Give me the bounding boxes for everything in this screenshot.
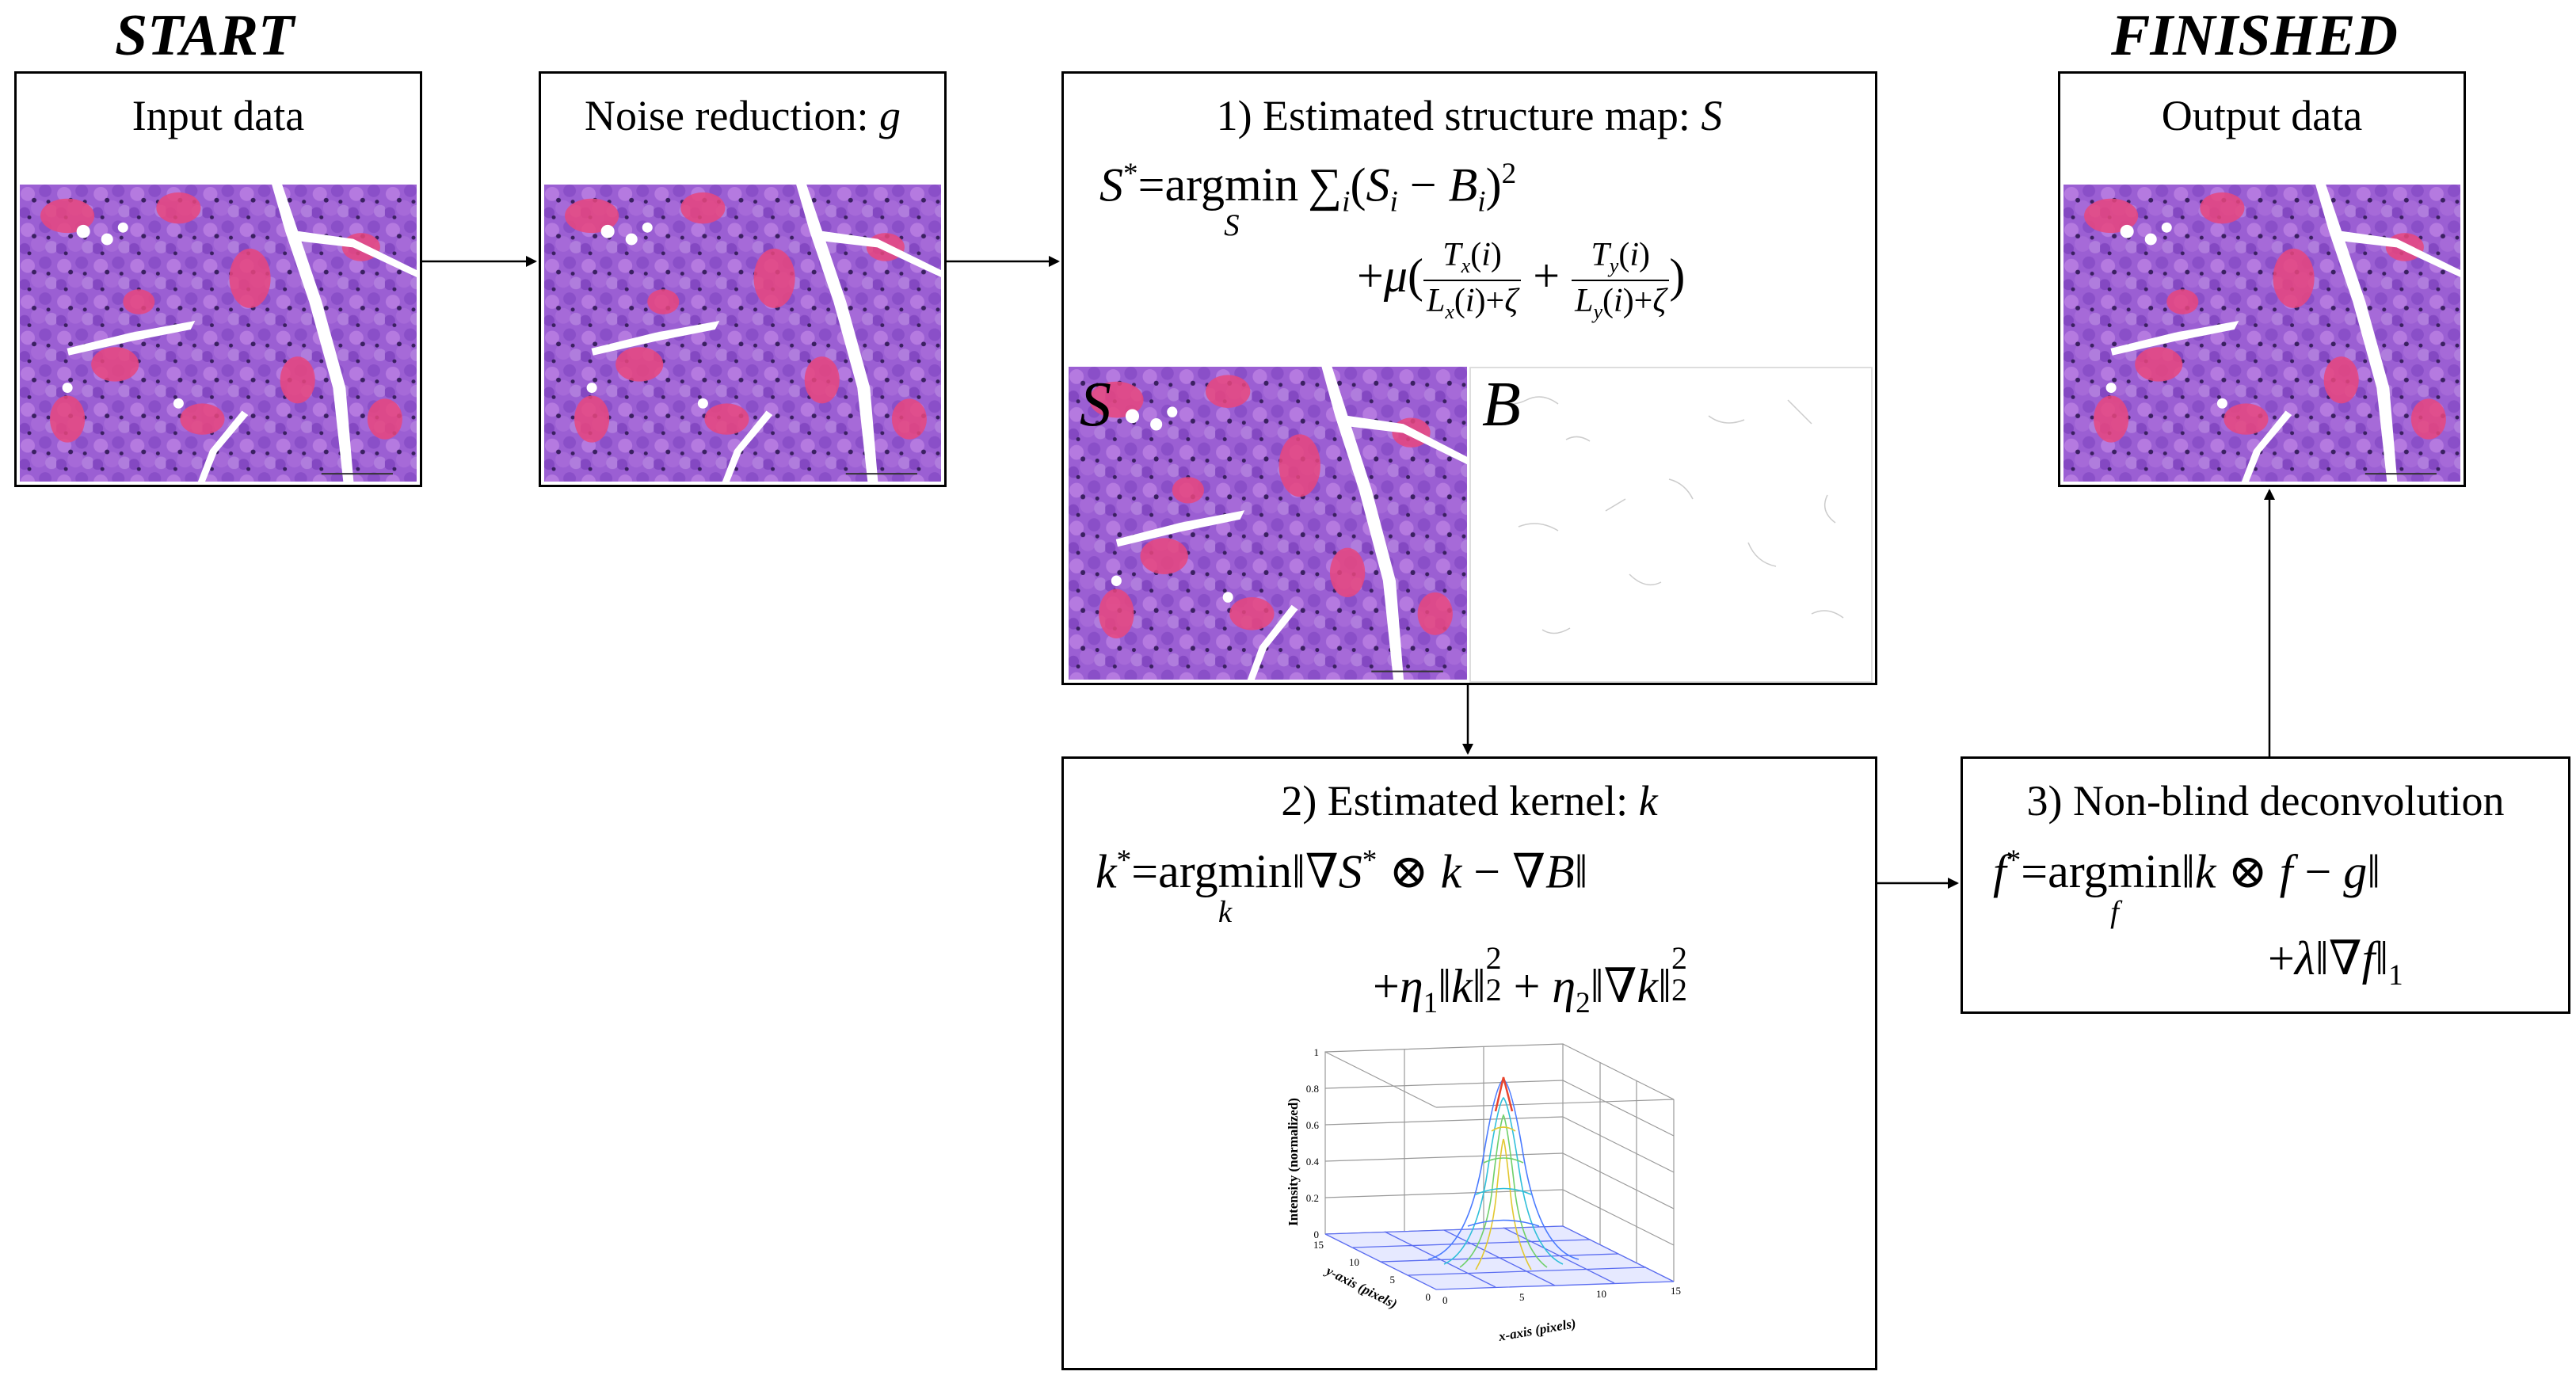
panel-b-label: B [1482,370,1521,440]
x-tick-0: 0 [1442,1294,1448,1306]
deconvolution-title: 3) Non-blind deconvolution [2026,777,2505,825]
x-tick-1: 5 [1519,1291,1525,1303]
deconvolution-equation-line2: +λ‖∇f‖1 [2268,932,2403,992]
x-tick-2: 10 [1596,1288,1606,1300]
input-data-title: Input data [131,92,305,139]
kernel-equation-line1: k*=argmin k ‖∇S* ⊗ k − ∇B‖ [1096,844,1588,930]
structure-s-image [1069,367,1467,680]
y-axis-label: y-axis (pixels) [1322,1263,1399,1312]
deconvolution-box: 3) Non-blind deconvolution f*=argmin f ‖k … [1961,756,2570,1014]
kernel-box: 2) Estimated kernel: k k*=argmin k ‖∇S* ⊗ … [1061,756,1877,1370]
z-tick-5: 0 [1314,1229,1320,1240]
kernel-title: 2) Estimated kernel: k [1281,777,1658,825]
structure-equation-line1: S*=argmin S ∑i(Si − Bi)2 [1099,158,1517,243]
structure-map-title: 1) Estimated structure map: S [1216,92,1723,139]
noise-reduction-box: Noise reduction: g [539,71,947,487]
y-tick-3: 0 [1426,1291,1431,1303]
input-tissue-image [20,185,417,482]
structure-map-box: 1) Estimated structure map: S S*=argmin S… [1061,71,1877,685]
finished-heading: FINISHED [2111,3,2398,68]
input-data-box: Input data [14,71,422,487]
start-heading: START [115,3,295,68]
y-tick-2: 5 [1390,1274,1396,1286]
panel-s-label: S [1080,370,1111,440]
z-tick-1: 0.8 [1306,1083,1319,1095]
output-data-title: Output data [2161,92,2363,139]
z-tick-0: 1 [1314,1046,1320,1058]
x-tick-3: 15 [1671,1285,1681,1297]
kernel-3d-plot: 1 0.8 0.6 0.4 0.2 0 15 10 5 0 0 5 10 15 … [1286,1043,1681,1344]
deconvolution-equation-line1: f*=argmin f ‖k ⊗ f − g‖ [1993,844,2381,930]
output-tissue-image [2063,185,2460,482]
z-axis-label: Intensity (normalized) [1286,1098,1301,1226]
noise-reduction-title: Noise reduction: g [585,92,901,139]
y-tick-0: 15 [1313,1239,1324,1251]
z-tick-4: 0.2 [1306,1192,1319,1204]
noise-reduced-tissue-image [544,185,941,482]
structure-equation-line2: +μ(Tx(i) Lx(i)+ζ + Ty(i) Ly(i)+ζ) [1357,237,1686,324]
z-tick-3: 0.4 [1306,1156,1320,1168]
kernel-equation-line2: +η1‖k‖ 2 2 + η2‖∇k‖ 2 2 [1373,940,1688,1020]
x-axis-label: x-axis (pixels) [1496,1316,1576,1344]
z-tick-2: 0.6 [1306,1119,1320,1131]
y-tick-1: 10 [1349,1256,1359,1268]
structure-b-image [1469,367,1873,683]
output-data-box: Output data [2058,71,2466,487]
